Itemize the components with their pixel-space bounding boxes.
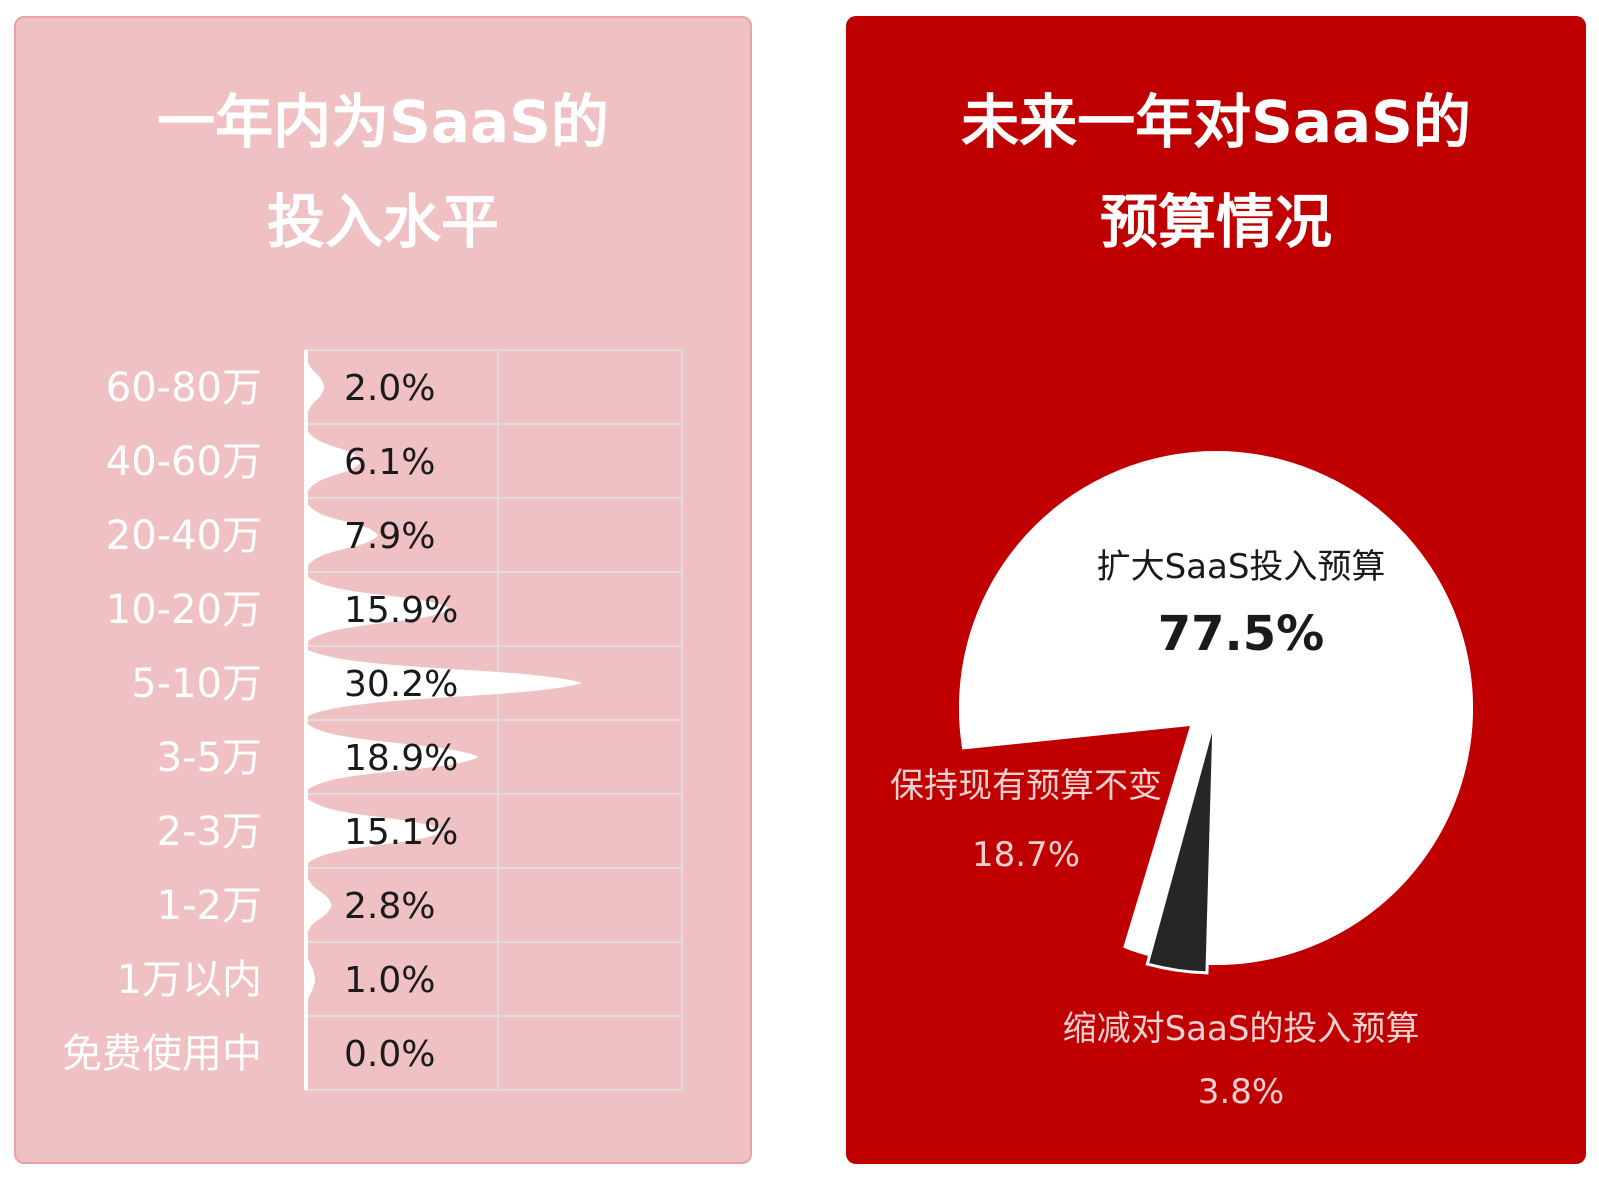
category-label-7: 1-2万 <box>157 883 262 929</box>
investment-title-line-1: 一年内为SaaS的 <box>157 88 609 156</box>
category-label-3: 10-20万 <box>106 587 262 633</box>
budget-title-line-1: 未来一年对SaaS的 <box>961 88 1471 156</box>
bar-5 <box>306 723 479 791</box>
value-label-6: 15.1% <box>344 812 458 853</box>
investment-title-line-2: 投入水平 <box>266 188 499 256</box>
value-label-7: 2.8% <box>344 886 435 927</box>
value-label-0: 2.0% <box>344 368 435 409</box>
slice-value-reduce: 3.8% <box>1198 1072 1284 1112</box>
bar-2 <box>306 501 379 569</box>
value-label-3: 15.9% <box>344 590 458 631</box>
category-label-1: 40-60万 <box>106 439 262 485</box>
budget-title-line-2: 预算情况 <box>1099 188 1332 256</box>
category-label-6: 2-3万 <box>157 809 262 855</box>
value-label-8: 1.0% <box>344 960 435 1001</box>
category-label-4: 5-10万 <box>131 661 262 707</box>
value-label-5: 18.9% <box>344 738 458 779</box>
bar-4 <box>306 649 583 717</box>
slice-label-reduce: 缩减对SaaS的投入预算 <box>1063 1009 1420 1049</box>
bar-7 <box>306 871 332 939</box>
investment-chart-title: 一年内为SaaS的 投入水平 <box>14 72 752 272</box>
slice-value-expand: 77.5% <box>1158 606 1325 662</box>
pie-slice-keep <box>926 726 1190 980</box>
category-label-5: 3-5万 <box>157 735 262 781</box>
investment-level-panel <box>14 16 752 1164</box>
slice-value-keep: 18.7% <box>972 835 1080 875</box>
category-label-8: 1万以内 <box>117 957 262 1003</box>
value-label-2: 7.9% <box>344 516 435 557</box>
slice-label-keep: 保持现有预算不变 <box>890 766 1162 806</box>
value-label-4: 30.2% <box>344 664 458 705</box>
bar-1 <box>306 427 362 495</box>
bar-6 <box>306 797 445 865</box>
category-label-2: 20-40万 <box>106 513 262 559</box>
bar-3 <box>306 575 452 643</box>
pie-slice-reduce <box>1145 719 1216 975</box>
value-label-9: 0.0% <box>344 1034 435 1075</box>
category-label-0: 60-80万 <box>106 365 262 411</box>
value-label-1: 6.1% <box>344 442 435 483</box>
budget-chart-title: 未来一年对SaaS的 预算情况 <box>846 72 1586 272</box>
slice-label-expand: 扩大SaaS投入预算 <box>1097 547 1386 587</box>
bar-8 <box>306 945 316 1013</box>
category-label-9: 免费使用中 <box>62 1031 262 1077</box>
bar-0 <box>306 353 325 421</box>
